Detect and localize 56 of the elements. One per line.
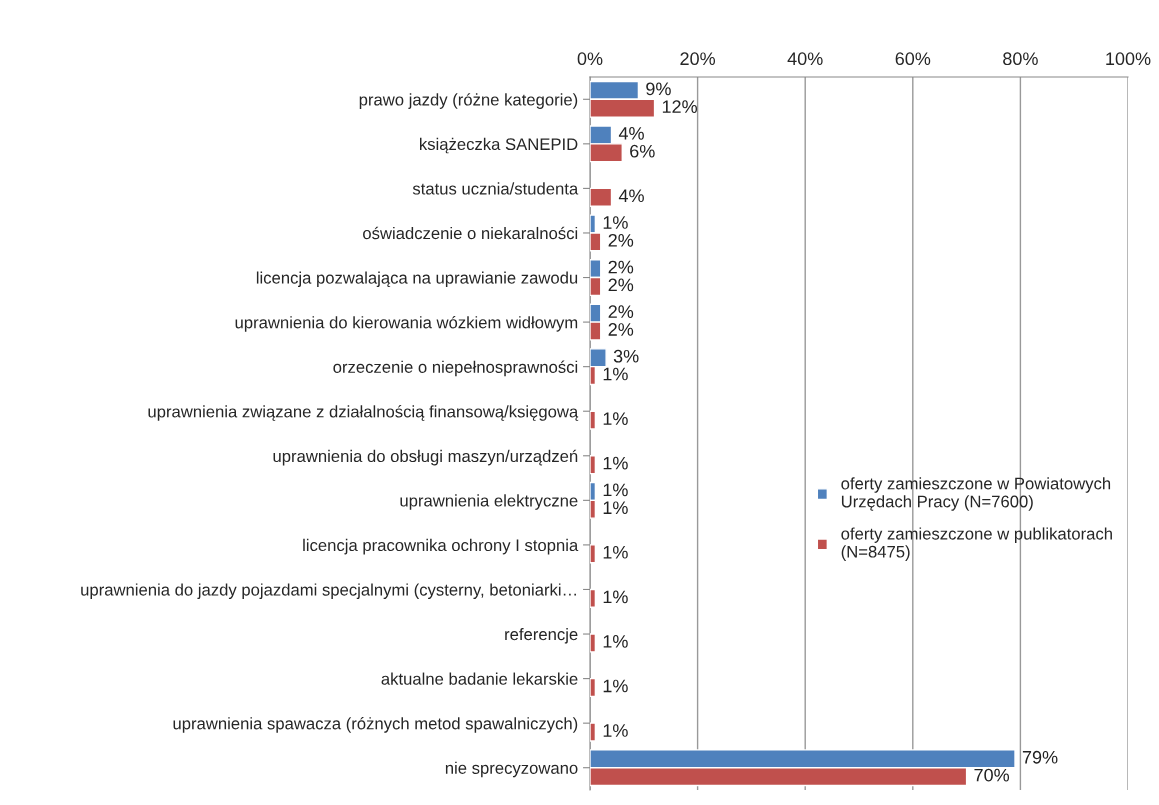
y-tick-label: status ucznia/studenta (412, 182, 579, 195)
y-tick-label: prawo jazdy (różne kategorie) (359, 93, 578, 109)
bar (590, 677, 597, 698)
data-label: 1% (603, 412, 628, 425)
data-label: 2% (608, 323, 634, 336)
data-label: 1% (603, 456, 628, 470)
data-label: 1% (603, 216, 628, 229)
data-label: 1% (603, 501, 628, 515)
y-tick-label: uprawnienia związane z działalnością finansową/księgową (148, 405, 579, 421)
data-label: 1% (603, 483, 628, 497)
x-tick-label: 100% (1106, 52, 1151, 66)
bar (590, 633, 597, 653)
y-tick-label: uprawnienia do jazdy pojazdami specjalnymi (cysterny, betoniarki… (81, 583, 576, 599)
data-label: 3% (613, 349, 639, 363)
data-label: 1% (603, 635, 628, 648)
y-tick-label: orzeczenie o niepełnosprawności (333, 360, 578, 377)
data-label: 1% (603, 679, 628, 693)
y-tick-label: uprawnienia spawacza (różnych metod spawalniczych) (173, 717, 578, 733)
y-tick-label: licencja pracownika ochrony I stopnia (303, 538, 579, 555)
y-tick-label: uprawnienia elektryczne (400, 494, 578, 510)
legend-label: oferty zamieszczone w Powiatowych Urzędach Pracy (N=7600) (841, 477, 1111, 511)
bar (590, 588, 597, 608)
data-label: 70% (974, 768, 1010, 782)
data-label: 6% (630, 144, 655, 158)
data-label: 2% (608, 305, 634, 318)
data-label: 1% (603, 545, 628, 559)
bar (590, 544, 597, 564)
bar (590, 187, 613, 207)
data-label: 1% (603, 590, 628, 604)
x-tick-label: 20% (680, 52, 716, 66)
data-label: 1% (603, 367, 628, 381)
bar (590, 455, 597, 475)
data-label: 4% (618, 127, 644, 140)
data-label: 4% (618, 189, 644, 203)
bar (590, 410, 597, 430)
data-label: 2% (608, 260, 634, 274)
y-tick-label: oświadczenie o niekaralności (363, 226, 578, 240)
data-label: 2% (608, 278, 634, 292)
x-tick-label: 80% (1003, 52, 1038, 66)
data-label: 2% (608, 233, 634, 247)
y-tick-label: aktualne badanie lekarskie (381, 672, 578, 685)
data-label: 9% (646, 82, 671, 96)
x-tick-label: 60% (895, 52, 931, 66)
x-tick-label: 0% (577, 52, 603, 66)
data-label: 12% (662, 100, 697, 113)
y-tick-label: referencje (505, 627, 578, 644)
x-tick-label: 40% (787, 52, 823, 66)
bar (590, 722, 597, 742)
data-label: 1% (603, 724, 628, 737)
y-tick-label: licencja pozwalająca na uprawianie zawodu (256, 271, 578, 288)
y-tick-label: uprawnienia do obsługi maszyn/urządzeń (273, 449, 578, 466)
y-tick-label: książeczka SANEPID (420, 137, 578, 154)
y-tick-label: nie sprecyzowano (445, 761, 578, 778)
legend-label: oferty zamieszczone w publikatorach (N=8475) (841, 527, 1112, 561)
y-tick-label: uprawnienia do kierowania wózkiem widłowym (235, 315, 578, 332)
data-label: 79% (1022, 750, 1058, 764)
